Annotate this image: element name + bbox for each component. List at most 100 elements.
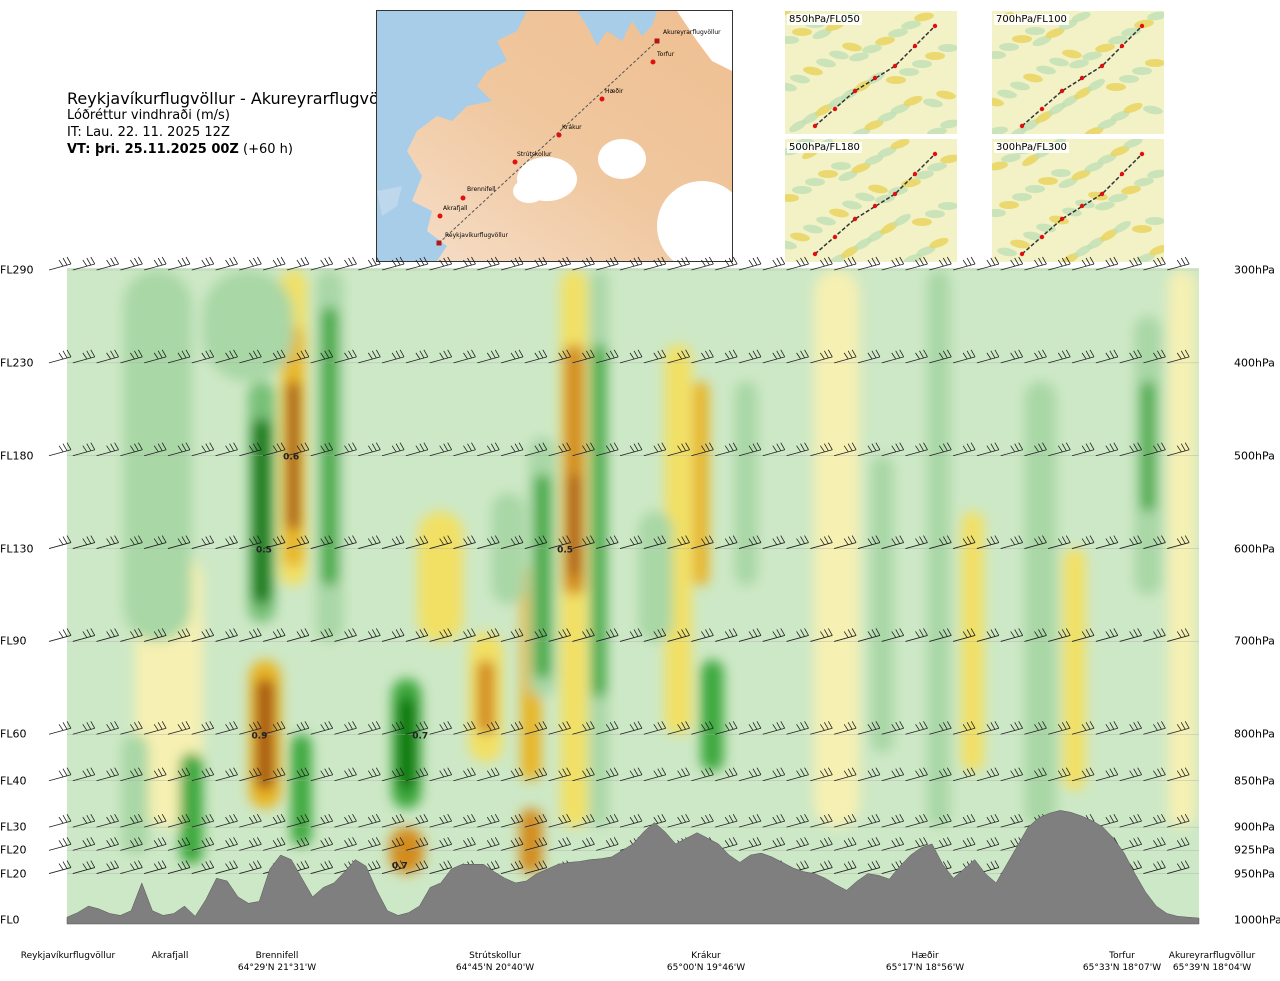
wind-barb (857, 767, 881, 782)
wind-barb (1048, 767, 1071, 782)
wind-barb (381, 860, 405, 874)
thumb-field-cell (925, 210, 945, 218)
wind-barb (905, 628, 928, 642)
wind-barb (1048, 256, 1071, 271)
wind-barb (1024, 256, 1047, 271)
wind-barb (286, 813, 310, 828)
wind-barb (48, 442, 72, 457)
wind-barb (263, 535, 286, 549)
wind-barb (1024, 721, 1047, 735)
wind-barb (453, 349, 476, 364)
thumb-field-cell (1084, 161, 1104, 173)
thumb-field-cell (1134, 19, 1154, 29)
wind-barb (691, 767, 714, 782)
flight-level-label: FL290 (0, 263, 34, 277)
wind-barb (358, 721, 381, 735)
wind-barb (548, 837, 571, 851)
wind-barb (405, 767, 429, 782)
thumb-field-cell (1121, 27, 1141, 37)
wind-barb (786, 837, 809, 851)
thumb-field-cell (899, 68, 919, 76)
thumb-waypoint (1139, 23, 1145, 29)
wind-barb (619, 256, 643, 271)
wind-barb (120, 767, 143, 782)
map-marker-akrafjall (437, 213, 443, 219)
thumb-field-cell (1058, 19, 1078, 31)
terrain (66, 810, 1200, 925)
location-coord: 65°17'N 18°56'W (885, 963, 965, 973)
wind-barb (1000, 442, 1024, 457)
wind-barb (786, 767, 809, 782)
wind-barb (881, 813, 905, 828)
wind-barb (405, 535, 429, 549)
wind-barb (667, 767, 690, 782)
thumb-waypoint (1059, 88, 1065, 94)
wind-barb (596, 349, 619, 364)
wind-barb (691, 349, 714, 364)
wind-barb (691, 628, 714, 642)
thumbnail-700hpa[interactable]: 700hPa/FL100 (992, 11, 1164, 134)
thumb-field-cell (1025, 27, 1045, 35)
thumbnail-300hpa[interactable]: 300hPa/FL300 (992, 139, 1164, 262)
wind-barb (857, 349, 881, 364)
wind-barb (286, 628, 310, 642)
wind-barb (1167, 860, 1190, 874)
wind-barb (1167, 813, 1190, 828)
wind-barb (191, 860, 215, 874)
thumb-field-cell (812, 28, 832, 40)
wind-barb (1095, 442, 1119, 457)
map-label-akrafjall: Akrafjall (443, 205, 468, 212)
wind-barb (453, 813, 476, 828)
thumb-field-cell (1147, 11, 1164, 21)
wind-barb (976, 535, 1000, 549)
thumb-waypoint (892, 191, 898, 197)
flight-level-label: FL20 (0, 843, 27, 857)
wind-barb (1071, 721, 1095, 735)
thumbnail-500hpa[interactable]: 500hPa/FL180 (785, 139, 957, 262)
wind-barb (952, 837, 976, 851)
wind-barb (1024, 442, 1047, 457)
wind-barb (572, 767, 595, 782)
thumb-field-cell (1045, 27, 1065, 39)
wind-barb (905, 256, 928, 271)
wind-barb (762, 628, 786, 642)
thumb-field-cell (877, 146, 897, 158)
wind-barb (334, 837, 357, 851)
wind-barb (500, 442, 524, 457)
flight-level-label: FL180 (0, 449, 34, 463)
wind-barb (715, 837, 738, 851)
wind-barb (96, 721, 119, 735)
wind-barb (1143, 256, 1166, 271)
wind-barb (643, 256, 667, 271)
pressure-label: 925hPa (1234, 843, 1275, 857)
thumb-waypoint (912, 171, 918, 177)
valid-time: VT: þri. 25.11.2025 00Z (+60 h) (67, 141, 404, 158)
wind-barb (715, 767, 738, 782)
thumbnail-850hpa[interactable]: 850hPa/FL050 (785, 11, 957, 134)
wind-barb (48, 349, 72, 364)
velocity-cell (417, 511, 464, 642)
wind-barb (1000, 628, 1024, 642)
wind-barb (1000, 767, 1024, 782)
wind-barb (477, 721, 500, 735)
thumb-field-cell (1108, 35, 1128, 45)
wind-barb (596, 721, 619, 735)
wind-barb (239, 349, 262, 364)
thumb-field-cell (1082, 51, 1102, 61)
thumb-field-cell (916, 245, 936, 257)
wind-barb (715, 813, 738, 828)
wind-barb (738, 721, 762, 735)
wind-barb (1071, 442, 1095, 457)
wind-barb (524, 535, 548, 549)
thumb-waypoint (872, 203, 878, 209)
wind-barb (1143, 535, 1166, 549)
wind-barb (929, 442, 952, 457)
wind-barb (810, 256, 833, 271)
wind-barb (548, 628, 571, 642)
wind-barb (167, 349, 191, 364)
wind-barb (1143, 837, 1166, 851)
wind-barb (334, 442, 357, 457)
wind-barb (738, 256, 762, 271)
thumb-field-cell (938, 44, 957, 52)
wind-barb (810, 535, 833, 549)
